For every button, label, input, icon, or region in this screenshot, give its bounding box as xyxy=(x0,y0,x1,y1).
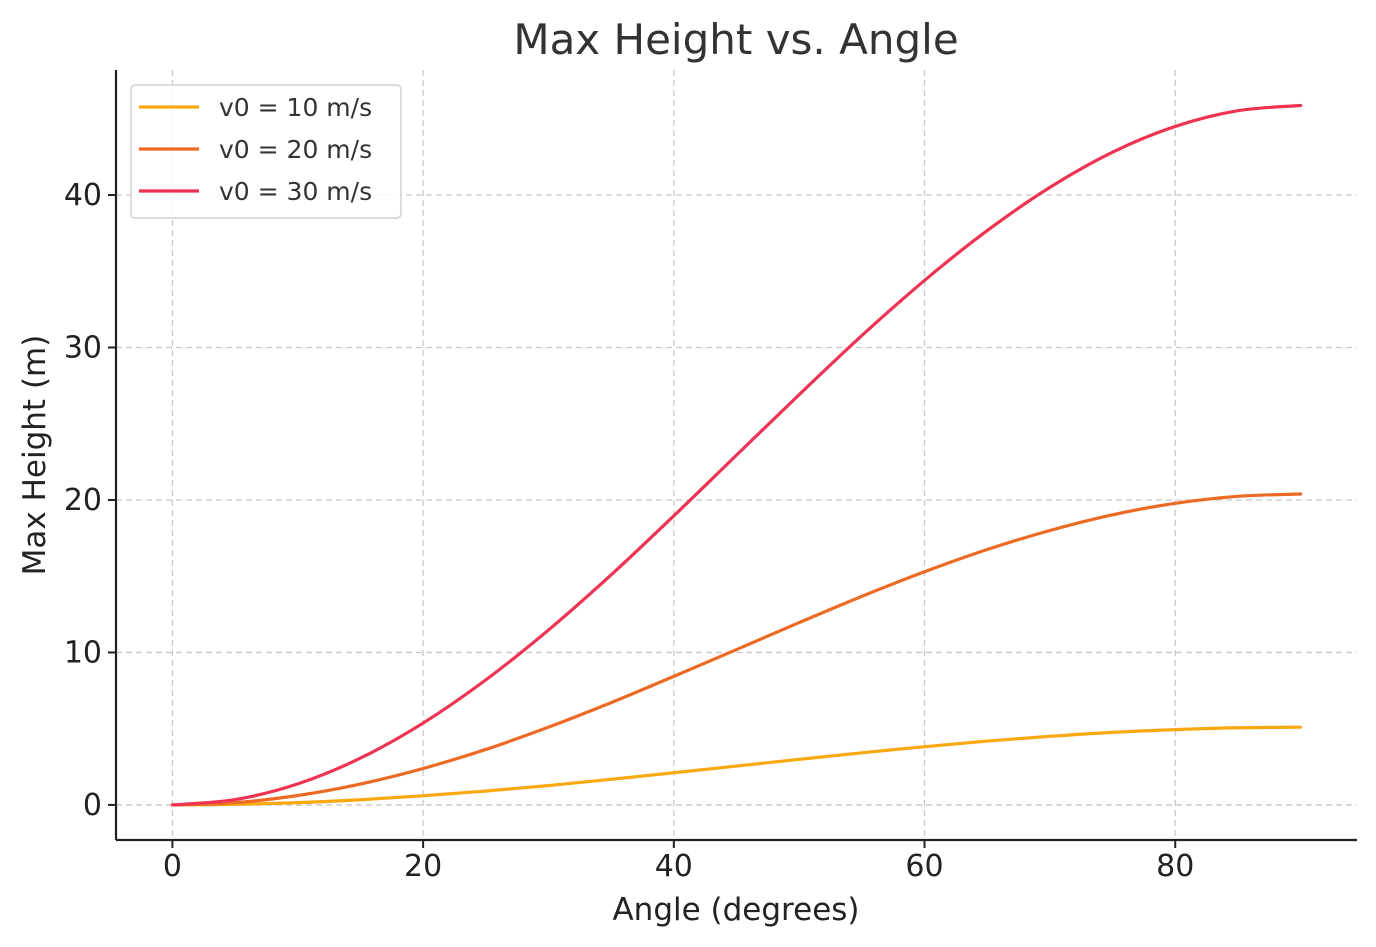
x-tick-label: 60 xyxy=(905,849,943,884)
legend: v0 = 10 m/s v0 = 20 m/s v0 = 30 m/s xyxy=(130,84,402,219)
legend-label: v0 = 20 m/s xyxy=(219,135,372,164)
y-tick-label: 30 xyxy=(64,331,102,366)
legend-label: v0 = 10 m/s xyxy=(219,93,372,122)
y-axis-label: Max Height (m) xyxy=(17,335,53,576)
y-tick-label: 0 xyxy=(83,788,102,823)
series-line-v0-30 xyxy=(170,103,1303,807)
y-tick-label: 40 xyxy=(64,178,102,213)
axes-layer xyxy=(114,70,1357,842)
x-tick-label: 40 xyxy=(655,849,693,884)
x-tick-label: 20 xyxy=(404,849,442,884)
chart-title: Max Height vs. Angle xyxy=(513,15,958,64)
x-tick-label: 80 xyxy=(1156,849,1194,884)
x-axis-label: Angle (degrees) xyxy=(612,892,859,928)
x-tick-label: 0 xyxy=(163,849,182,884)
grid-layer xyxy=(116,70,1357,840)
legend-label: v0 = 30 m/s xyxy=(219,177,372,206)
series-line-v0-10 xyxy=(170,725,1303,807)
y-tick-label: 20 xyxy=(64,483,102,518)
legend-box xyxy=(130,84,402,219)
series-line-v0-20 xyxy=(170,492,1303,807)
series-layer xyxy=(170,103,1303,807)
tick-layer: 0 20 40 60 80 0 10 20 30 40 xyxy=(64,178,1195,884)
y-tick-label: 10 xyxy=(64,635,102,670)
